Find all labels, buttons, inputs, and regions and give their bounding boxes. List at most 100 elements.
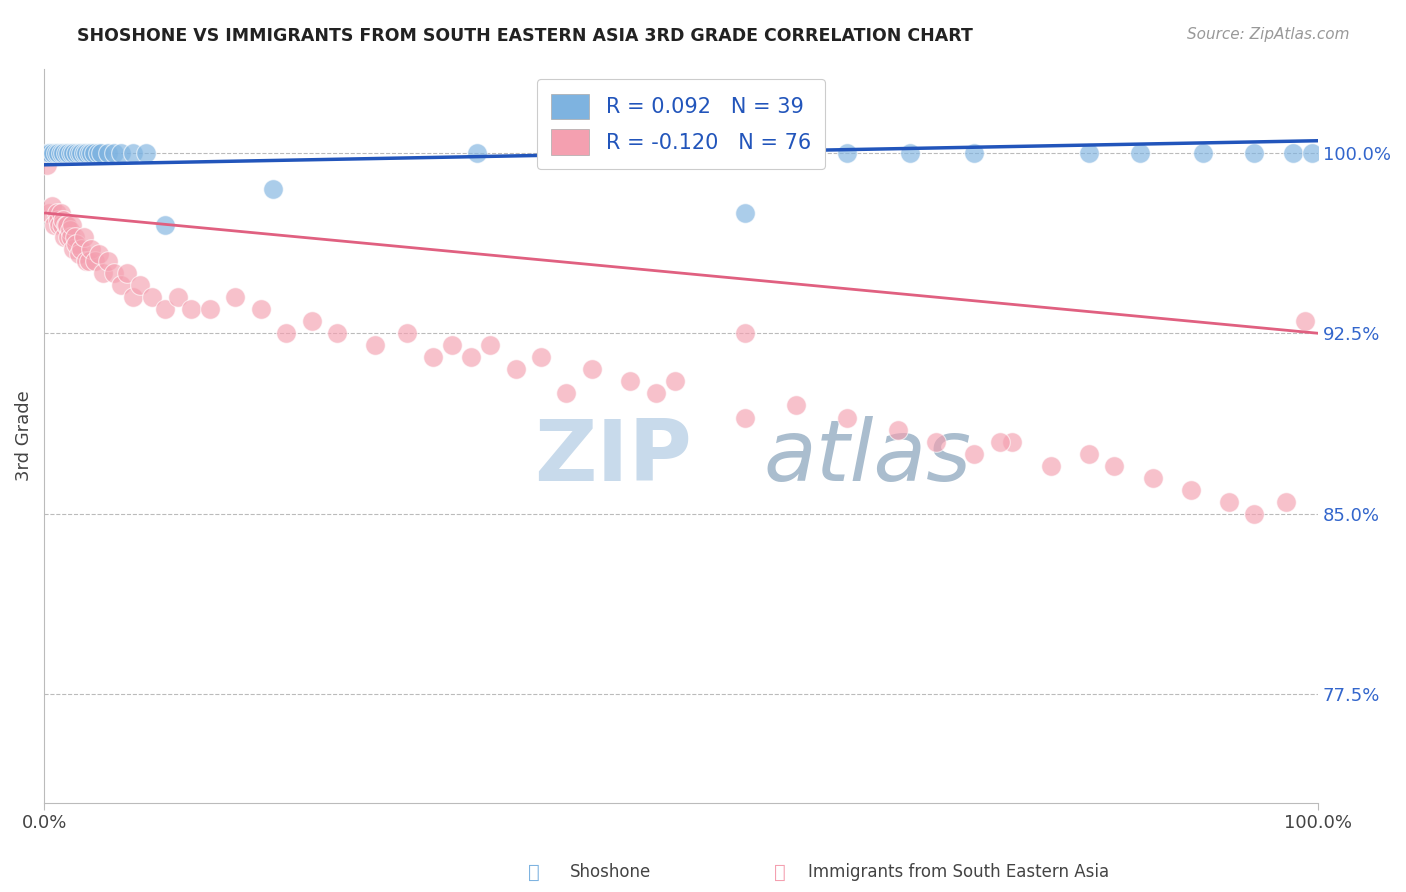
Point [58,145,80,160]
Point [1275,494,1298,508]
Point [619,375,641,389]
Point [276,326,298,341]
Point [56,218,79,232]
Point [224,290,246,304]
Point [835,410,858,425]
Point [555,386,578,401]
Point [110,145,132,160]
Point [83,145,105,160]
Point [38,206,60,220]
Point [505,362,527,376]
Point [1142,471,1164,485]
Point [97,254,120,268]
Point [465,145,488,160]
Point [97,145,120,160]
Point [70,145,93,160]
Point [1294,314,1316,328]
Y-axis label: 3rd Grade: 3rd Grade [15,390,32,481]
Point [1001,434,1024,449]
Point [115,266,138,280]
Point [45,145,67,160]
Legend: R = 0.092   N = 39, R = -0.120   N = 76: R = 0.092 N = 39, R = -0.120 N = 76 [537,78,825,169]
Point [103,145,125,160]
Point [86,145,108,160]
Point [886,423,908,437]
Point [45,206,67,220]
Point [141,290,163,304]
Point [90,145,112,160]
Point [1104,458,1126,473]
Point [62,145,84,160]
Point [1301,145,1323,160]
Point [67,247,90,261]
Point [835,145,858,160]
Point [58,223,80,237]
Point [153,302,176,317]
Text: ZIP: ZIP [534,416,692,500]
Point [1077,447,1099,461]
Point [70,242,93,256]
Point [734,326,756,341]
Point [301,314,323,328]
Point [396,326,419,341]
Point [87,247,110,261]
Point [91,266,114,280]
Point [49,145,72,160]
Point [1218,494,1240,508]
Point [39,145,62,160]
Point [53,230,76,244]
Point [262,182,284,196]
Point [44,218,66,232]
Point [63,230,86,244]
Point [59,145,82,160]
Point [153,218,176,232]
Text: atlas: atlas [763,416,972,500]
Point [180,302,202,317]
Point [46,145,69,160]
Point [42,145,65,160]
Point [59,230,82,244]
Point [52,213,75,227]
Point [460,351,482,365]
Point [55,218,77,232]
Point [122,290,145,304]
Point [530,351,553,365]
Point [734,206,756,220]
Point [48,218,70,232]
Point [51,218,73,232]
Point [1077,145,1099,160]
Point [963,447,986,461]
Point [1243,507,1265,521]
Point [581,362,603,376]
Point [58,230,80,244]
Point [1281,145,1303,160]
Point [110,278,132,293]
Point [67,145,90,160]
Point [72,230,94,244]
Point [644,386,666,401]
Point [60,218,83,232]
Point [49,206,72,220]
Point [664,375,686,389]
Point [55,145,77,160]
Point [122,145,145,160]
Text: Immigrants from South Eastern Asia: Immigrants from South Eastern Asia [808,863,1109,881]
Point [35,158,58,172]
Point [65,237,87,252]
Point [785,399,807,413]
Point [52,145,75,160]
Point [249,302,271,317]
Point [925,434,948,449]
Point [326,326,349,341]
Point [900,145,922,160]
Point [734,410,756,425]
Point [135,145,157,160]
Point [1192,145,1215,160]
Point [364,338,387,352]
Point [65,145,87,160]
Point [77,254,100,268]
Point [80,145,103,160]
Text: ⬜: ⬜ [775,863,786,882]
Point [1180,483,1202,497]
Point [103,266,125,280]
